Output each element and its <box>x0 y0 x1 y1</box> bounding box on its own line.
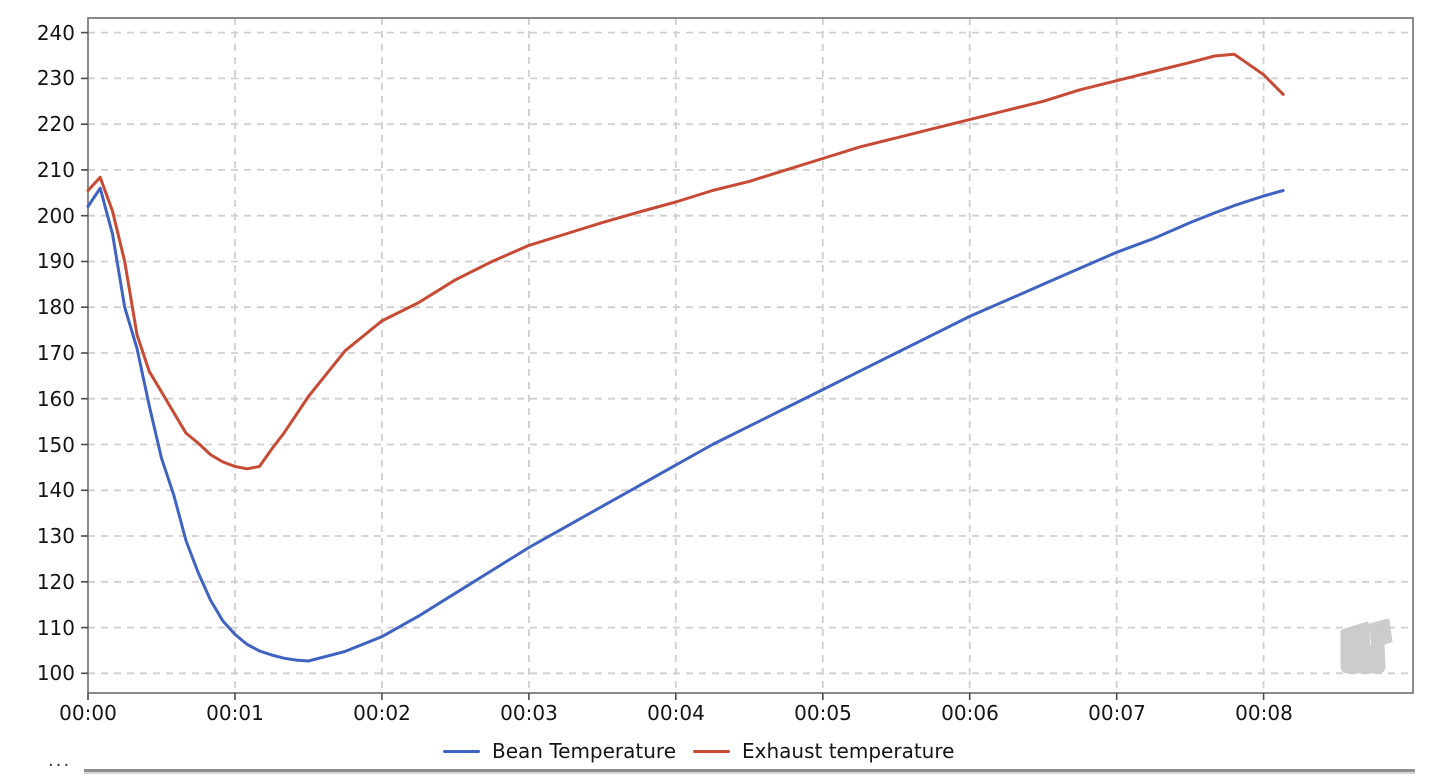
bean-temperature-line-swatch <box>443 749 480 754</box>
legend-label-bean-temperature: Bean Temperature <box>492 739 677 763</box>
plot-border <box>87 17 1414 694</box>
bottom-panel-divider <box>84 769 1415 772</box>
x-tick-label: 00:01 <box>206 701 264 725</box>
bean-temperature-line <box>86 186 1285 663</box>
x-tick-label: 00:08 <box>1235 701 1293 725</box>
chart-legend: Bean Temperature Exhaust temperature <box>443 740 954 763</box>
y-tick-label: 140 <box>36 478 75 502</box>
y-tick-label: 170 <box>36 341 75 365</box>
legend-item-exhaust-temperature: Exhaust temperature <box>693 740 954 763</box>
y-tick-label: 220 <box>36 112 75 136</box>
y-tick-label: 200 <box>36 204 75 228</box>
x-tick-label: 00:00 <box>59 701 117 725</box>
y-tick-label: 190 <box>36 249 75 273</box>
x-tick-label: 00:06 <box>941 701 999 725</box>
y-tick-label: 210 <box>36 158 75 182</box>
x-tick-label: 00:02 <box>353 701 411 725</box>
x-tick-label: 00:04 <box>647 701 705 725</box>
exhaust-temperature-line <box>86 52 1285 471</box>
watermark-small-shape <box>1368 618 1393 649</box>
y-tick-label: 180 <box>36 295 75 319</box>
exhaust-temperature-line-swatch <box>693 749 731 754</box>
watermark-main-shape <box>1340 621 1386 674</box>
y-tick-label: 110 <box>36 616 75 640</box>
y-tick-label: 230 <box>36 66 75 90</box>
legend-item-bean-temperature: Bean Temperature <box>443 740 676 763</box>
y-tick-label: 130 <box>36 524 75 548</box>
ellipsis-marks: ··· <box>48 755 72 776</box>
y-tick-label: 240 <box>36 21 75 45</box>
y-tick-label: 150 <box>36 433 75 457</box>
x-tick-label: 00:05 <box>794 701 852 725</box>
y-tick-label: 120 <box>36 570 75 594</box>
x-tick-label: 00:07 <box>1088 701 1146 725</box>
x-tick-label: 00:03 <box>500 701 558 725</box>
legend-label-exhaust-temperature: Exhaust temperature <box>742 739 955 763</box>
artisan-logo-icon <box>1340 618 1393 674</box>
y-tick-label: 100 <box>36 661 75 685</box>
y-tick-label: 160 <box>36 387 75 411</box>
